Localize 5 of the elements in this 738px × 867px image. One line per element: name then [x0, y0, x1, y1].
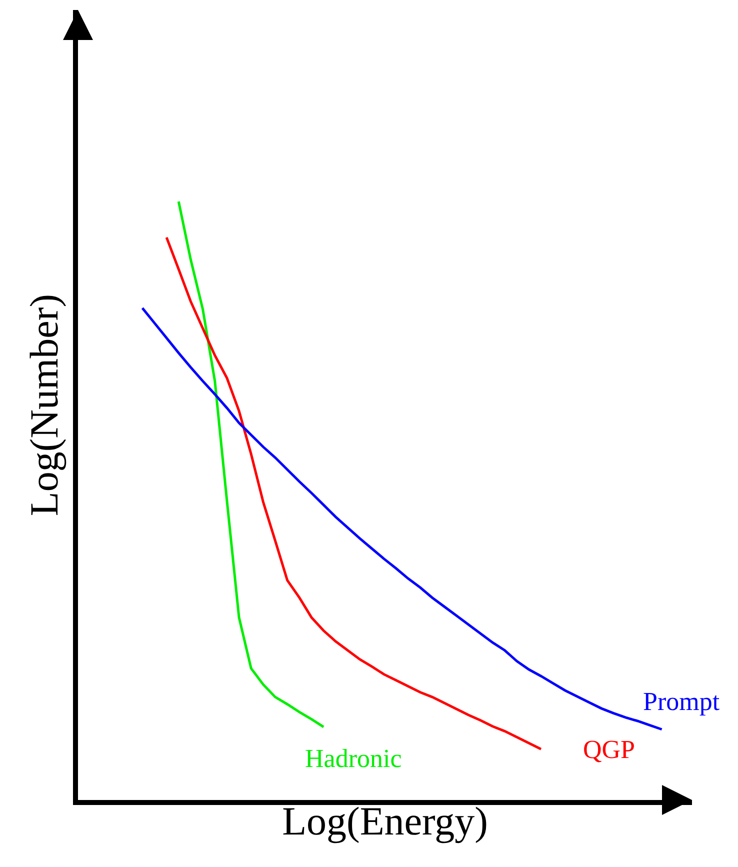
series-label: Hadronic — [305, 744, 402, 773]
y-axis-title: Log(Number) — [22, 294, 66, 516]
x-axis-title: Log(Energy) — [282, 798, 488, 844]
series-label: QGP — [583, 735, 636, 764]
series-label: Prompt — [643, 687, 720, 716]
